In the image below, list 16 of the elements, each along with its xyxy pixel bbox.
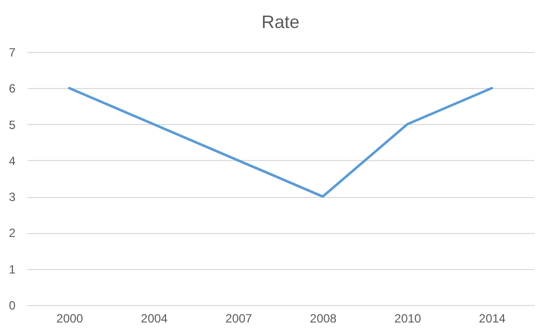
chart-title: Rate <box>261 12 300 32</box>
x-tick-label: 2007 <box>225 312 252 326</box>
y-tick-label: 4 <box>8 154 16 168</box>
y-tick-label: 2 <box>8 226 16 240</box>
x-tick-label: 2004 <box>140 312 168 326</box>
y-tick-label: 3 <box>8 190 16 204</box>
y-tick-label: 1 <box>8 262 16 276</box>
x-tick-label: 2000 <box>56 312 84 326</box>
y-tick-label: 5 <box>8 118 16 132</box>
line-series <box>68 86 493 198</box>
x-tick-label: 2014 <box>478 312 506 326</box>
y-tick-label: 6 <box>8 82 16 96</box>
x-tick-label: 2010 <box>394 312 422 326</box>
y-tick-label: 7 <box>8 46 16 60</box>
y-tick-label: 0 <box>8 298 16 312</box>
x-tick-label: 2008 <box>310 312 337 326</box>
